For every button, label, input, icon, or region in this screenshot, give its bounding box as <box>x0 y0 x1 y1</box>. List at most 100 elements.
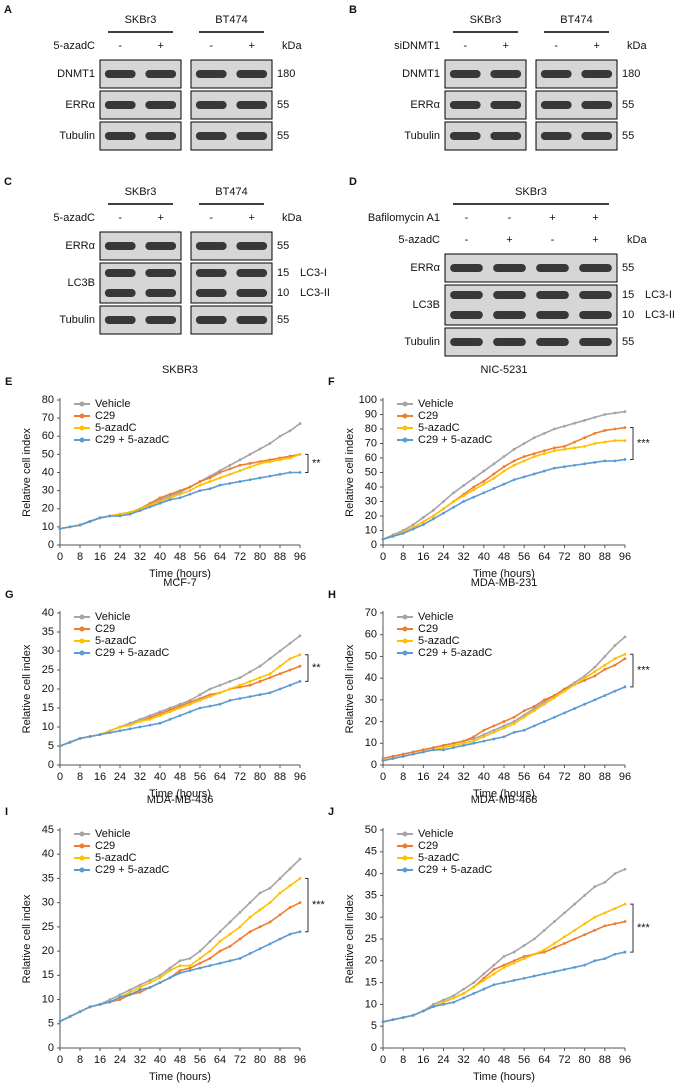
data-point <box>248 683 252 687</box>
data-point <box>462 739 466 743</box>
data-point <box>118 995 122 999</box>
data-point <box>492 724 496 728</box>
y-tick-label: 25 <box>42 664 54 676</box>
data-point <box>613 411 617 415</box>
panel-letter: A <box>4 4 12 16</box>
x-tick-label: 96 <box>619 551 631 563</box>
data-point <box>218 940 222 943</box>
significance-annotation: ** <box>312 662 321 674</box>
data-point <box>613 644 617 647</box>
kda-marker: 180 <box>277 68 295 80</box>
data-point <box>512 463 516 467</box>
data-point <box>492 972 496 976</box>
y-tick-label: 20 <box>42 683 54 695</box>
data-point <box>88 735 92 738</box>
x-axis-title: Time (hours) <box>473 788 535 800</box>
y-tick-label: 35 <box>42 872 54 884</box>
x-tick-label: 88 <box>274 1054 286 1066</box>
x-tick-label: 40 <box>478 1054 490 1066</box>
data-point <box>442 748 445 752</box>
x-tick-label: 8 <box>400 771 406 783</box>
data-point <box>502 465 506 469</box>
data-point <box>492 968 496 971</box>
data-point <box>542 700 546 704</box>
data-point <box>228 463 232 467</box>
data-point <box>391 534 395 538</box>
band <box>536 291 569 299</box>
data-point <box>421 523 425 527</box>
data-point <box>542 702 546 706</box>
band <box>579 311 612 319</box>
cell-line-label: SKBr3 <box>515 186 547 198</box>
data-point <box>583 963 587 967</box>
data-point <box>603 911 607 915</box>
significance-bracket <box>630 427 634 460</box>
data-point <box>502 720 506 723</box>
data-point <box>603 924 607 928</box>
data-point <box>228 944 232 948</box>
x-tick-label: 96 <box>619 771 631 783</box>
data-point <box>68 1015 72 1018</box>
y-axis-title: Relative cell index <box>344 644 356 733</box>
data-point <box>462 741 466 745</box>
kda-marker: 180 <box>622 68 640 80</box>
protein-label: Tubulin <box>404 336 440 348</box>
data-point <box>288 932 292 936</box>
kda-label: kDa <box>627 40 647 52</box>
data-point <box>553 694 556 697</box>
data-point <box>593 928 597 932</box>
data-point <box>268 942 272 946</box>
chart-title: NIC-5231 <box>480 364 527 376</box>
data-point <box>298 653 302 657</box>
panel-letter: G <box>5 589 14 601</box>
y-tick-label: 0 <box>371 759 377 771</box>
chart-title: MDA-MB-468 <box>471 794 538 806</box>
x-tick-label: 56 <box>194 551 206 563</box>
data-point <box>178 492 182 496</box>
y-tick-label: 20 <box>42 503 54 515</box>
data-point <box>492 476 496 480</box>
x-tick-label: 80 <box>579 551 591 563</box>
data-point <box>421 748 425 752</box>
y-tick-label: 25 <box>42 921 54 933</box>
data-point <box>482 987 486 991</box>
data-point <box>462 484 466 487</box>
data-point <box>258 462 262 465</box>
data-point <box>228 481 232 485</box>
y-tick-label: 0 <box>371 1042 377 1054</box>
data-point <box>472 735 476 739</box>
cell-line-label: BT474 <box>215 14 247 26</box>
data-point <box>248 901 252 905</box>
band-label: LC3-II <box>300 287 330 299</box>
legend-label: Vehicle <box>95 828 130 840</box>
band <box>449 70 481 78</box>
data-point <box>168 492 172 496</box>
data-point <box>613 427 617 431</box>
treatment-label: siDNMT1 <box>394 40 440 52</box>
data-point <box>218 476 222 480</box>
data-point <box>613 459 617 463</box>
data-point <box>278 458 282 462</box>
data-point <box>452 505 455 509</box>
data-point <box>391 754 395 758</box>
band <box>104 316 136 324</box>
y-tick-label: 50 <box>365 466 377 478</box>
data-point <box>512 447 516 451</box>
data-point <box>613 657 617 660</box>
x-tick-label: 32 <box>458 1054 470 1066</box>
data-point <box>573 440 576 444</box>
data-point <box>88 1005 92 1009</box>
legend-marker <box>402 855 408 861</box>
data-point <box>268 672 272 676</box>
x-tick-label: 32 <box>134 1054 146 1066</box>
legend-marker <box>402 650 408 656</box>
data-point <box>613 439 617 442</box>
data-point <box>522 475 526 479</box>
data-point <box>502 455 506 458</box>
band <box>540 70 572 78</box>
data-point <box>603 413 607 416</box>
data-point <box>573 937 576 941</box>
panel-letter: D <box>349 176 357 188</box>
data-point <box>288 642 292 645</box>
data-point <box>391 1018 395 1022</box>
